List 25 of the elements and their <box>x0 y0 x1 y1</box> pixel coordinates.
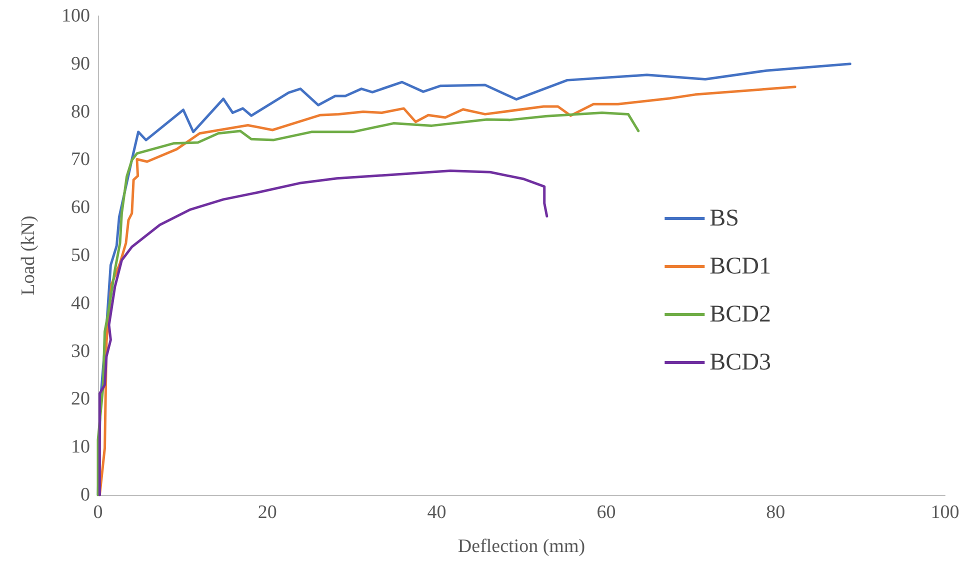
x-tick-label: 60 <box>596 502 616 523</box>
y-tick-label: 0 <box>80 484 90 506</box>
y-tick-label: 80 <box>71 101 90 122</box>
y-tick-label: 40 <box>71 292 90 314</box>
legend-label: BCD3 <box>710 350 772 376</box>
y-tick-label: 30 <box>71 340 90 362</box>
y-tick-label: 70 <box>71 149 90 170</box>
line-series <box>98 169 548 496</box>
y-tick-label: 50 <box>71 245 90 266</box>
x-axis-title: Deflection (mm) <box>458 536 586 557</box>
y-tick-label: 20 <box>71 388 90 410</box>
y-tick-label: 10 <box>71 436 90 458</box>
x-tick-label: 40 <box>427 502 446 523</box>
y-tick-label: 100 <box>62 6 90 26</box>
y-axis-title: Load (kN) <box>18 216 39 296</box>
legend-label: BCD1 <box>710 254 772 280</box>
legend-label: BS <box>710 206 740 232</box>
x-tick-label: 20 <box>258 502 277 523</box>
x-tick-label: 80 <box>766 502 786 523</box>
x-tick-label: 100 <box>930 502 960 523</box>
y-tick-label: 90 <box>71 53 90 74</box>
legend-label: BCD2 <box>710 302 772 328</box>
line-series <box>96 112 640 496</box>
y-tick-label: 60 <box>71 197 90 218</box>
x-tick-label: 0 <box>93 502 103 523</box>
